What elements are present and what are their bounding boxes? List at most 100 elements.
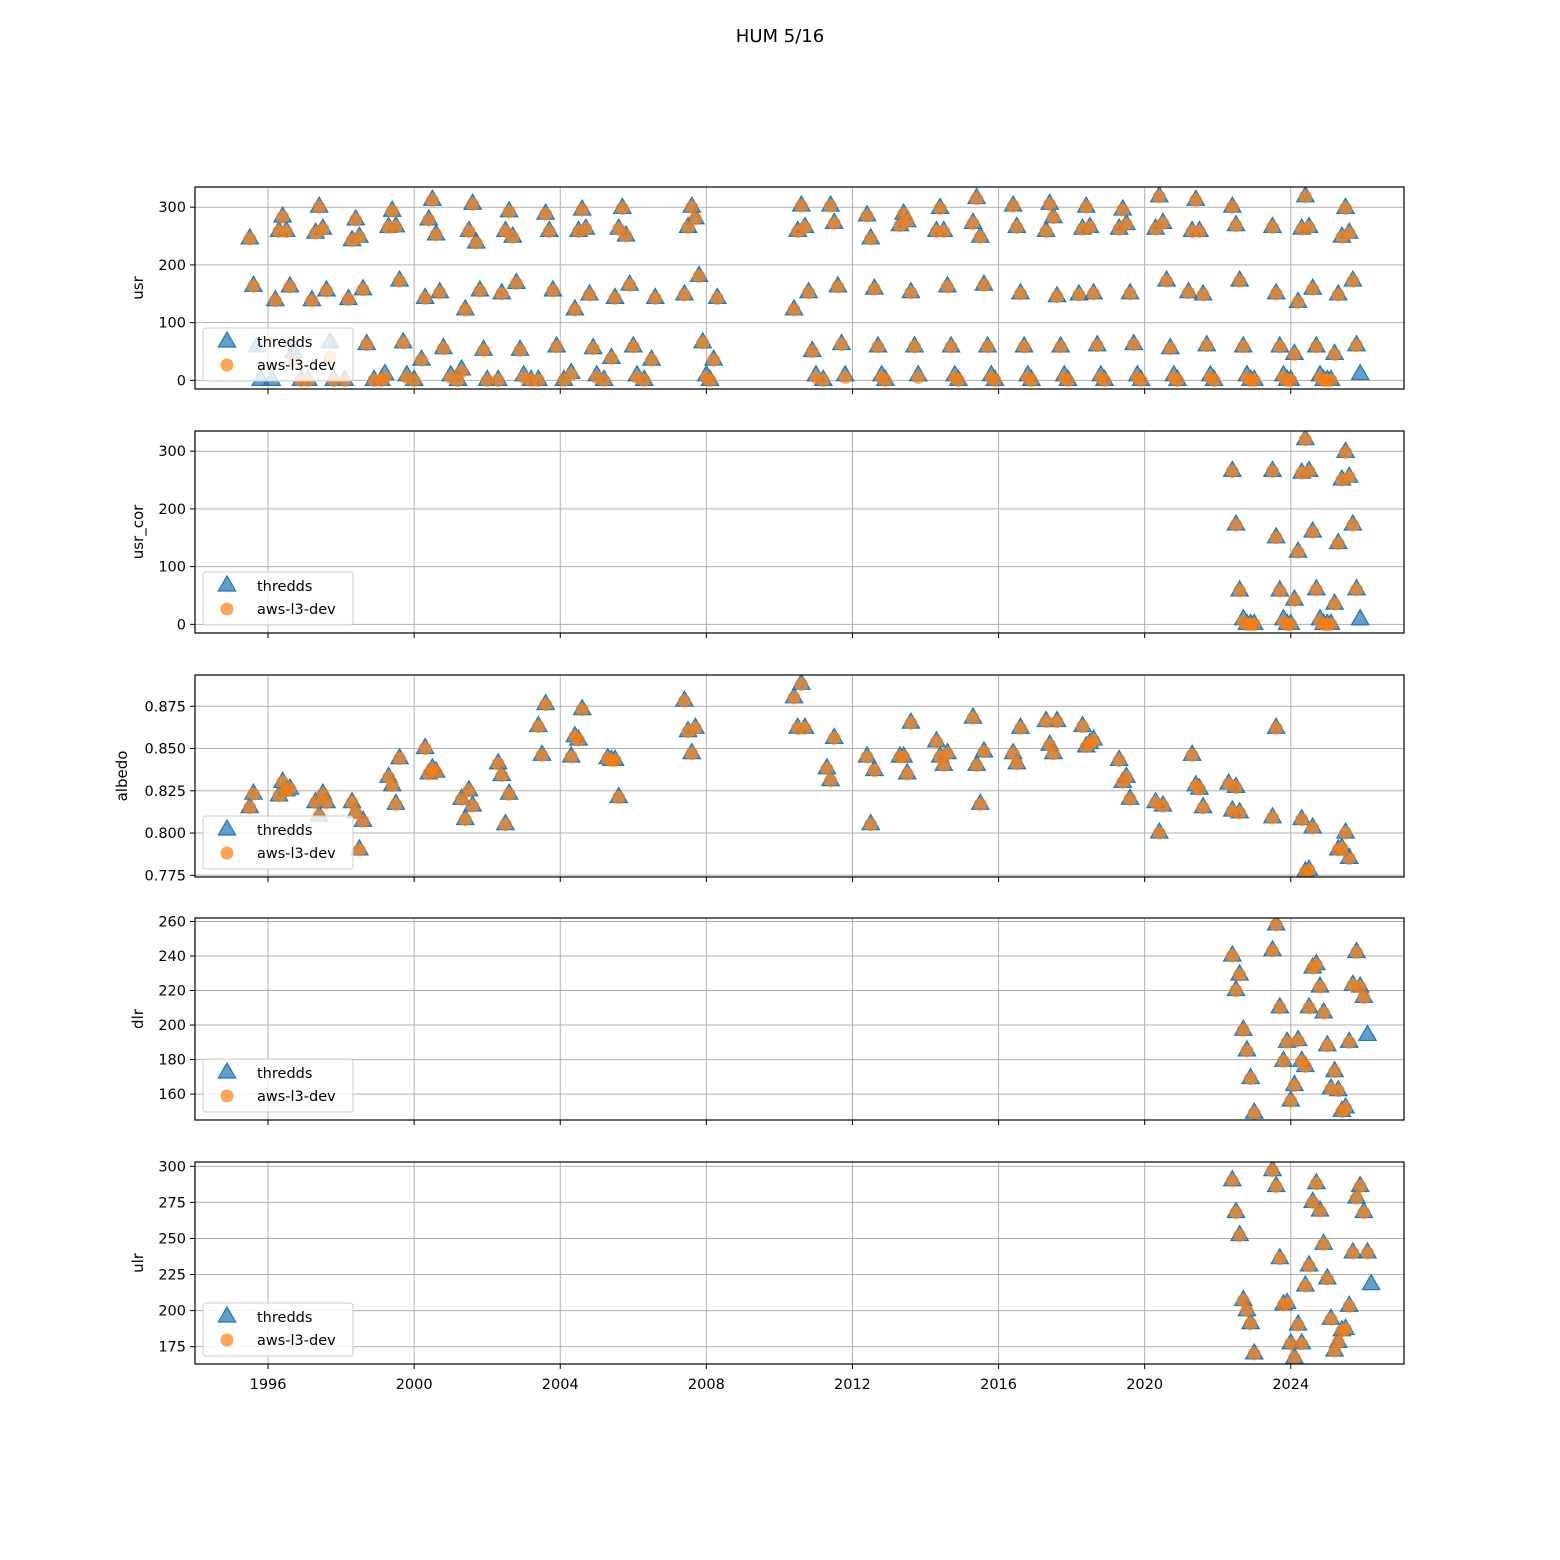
aws-l3-dev-point (1284, 1094, 1298, 1108)
aws-l3-dev-point (341, 293, 355, 307)
aws-l3-dev-point (1017, 340, 1031, 354)
aws-l3-dev-point (1054, 340, 1068, 354)
aws-l3-dev-point (1350, 946, 1364, 960)
aws-l3-dev-point (1233, 1229, 1247, 1243)
legend: thredds aws-l3-dev (202, 571, 354, 626)
axes-frame (194, 917, 1405, 1121)
aws-l3-dev-point (407, 373, 421, 387)
aws-l3-dev-point (1284, 617, 1298, 631)
aws-l3-dev-point (816, 373, 830, 387)
aws-l3-dev-point (1350, 339, 1364, 353)
aws-l3-dev-point (1229, 780, 1243, 794)
aws-l3-dev-point (860, 750, 874, 764)
legend-box (202, 1058, 354, 1113)
panel-usr: 0 100 200 300 usr thredds aws-l3-dev (129, 186, 1405, 394)
aws-l3-dev-point (1247, 373, 1261, 387)
aws-l3-dev-point (1331, 1084, 1345, 1098)
legend-aws-l3-dev-marker (220, 1333, 234, 1347)
x-tick-label: 2016 (980, 1377, 1017, 1393)
aws-l3-dev-point (1240, 1304, 1254, 1318)
aws-l3-dev-point (1357, 990, 1371, 1004)
aws-l3-dev-point (904, 286, 918, 300)
aws-l3-dev-point (279, 224, 293, 238)
y-tick-label: 300 (158, 200, 186, 216)
aws-l3-dev-point (970, 192, 984, 206)
aws-l3-dev-point (1207, 373, 1221, 387)
aws-l3-dev-point (1152, 826, 1166, 840)
aws-l3-dev-point (1353, 980, 1367, 994)
aws-l3-dev-point (604, 351, 618, 365)
aws-l3-dev-point (1083, 220, 1097, 234)
aws-l3-dev-point (1302, 1001, 1316, 1015)
aws-l3-dev-point (352, 230, 366, 244)
aws-l3-dev-point (316, 222, 330, 236)
legend: thredds aws-l3-dev (202, 1058, 354, 1113)
aws-l3-dev-point (455, 792, 469, 806)
aws-l3-dev-point (944, 340, 958, 354)
aws-l3-dev-point (422, 213, 436, 227)
aws-l3-dev-point (1309, 340, 1323, 354)
aws-l3-dev-point (623, 278, 637, 292)
aws-l3-dev-point (1331, 1335, 1345, 1349)
aws-l3-dev-point (897, 750, 911, 764)
aws-l3-dev-point (477, 343, 491, 357)
aws-l3-dev-point (1236, 1023, 1250, 1037)
aws-l3-dev-point (1225, 949, 1239, 963)
legend-box (202, 327, 354, 382)
aws-l3-dev-point (586, 342, 600, 356)
aws-l3-dev-point (612, 791, 626, 805)
aws-l3-dev-point (966, 216, 980, 230)
aws-l3-dev-point (1346, 518, 1360, 532)
aws-l3-dev-point (1247, 1106, 1261, 1120)
grid-lines (195, 1162, 1404, 1364)
aws-l3-dev-point (1233, 274, 1247, 288)
y-tick-label: 300 (158, 1159, 186, 1175)
aws-l3-dev-point (462, 784, 476, 798)
aws-l3-dev-point (1046, 747, 1060, 761)
aws-l3-dev-point (1046, 211, 1060, 225)
aws-l3-dev-point (1050, 714, 1064, 728)
y-tick-label: 200 (158, 1304, 186, 1320)
aws-l3-dev-point (458, 813, 472, 827)
aws-l3-dev-point (937, 758, 951, 772)
y-tick-label: 225 (158, 1268, 186, 1284)
y-tick-label: 100 (158, 560, 186, 576)
aws-l3-dev-point (480, 373, 494, 387)
aws-l3-dev-point (940, 747, 954, 761)
y-axis-label: ulr (129, 1252, 147, 1273)
aws-l3-dev-point (1302, 863, 1316, 877)
aws-l3-dev-point (1013, 721, 1027, 735)
aws-l3-dev-point (1284, 1337, 1298, 1351)
aws-l3-dev-point (1306, 821, 1320, 835)
aws-l3-dev-point (1189, 193, 1203, 207)
aws-l3-dev-point (820, 762, 834, 776)
aws-l3-dev-point (867, 764, 881, 778)
aws-l3-dev-point (933, 201, 947, 215)
aws-l3-dev-point (539, 698, 553, 712)
aws-l3-dev-point (1247, 617, 1261, 631)
aws-l3-dev-point (1306, 282, 1320, 296)
aws-l3-dev-point (1298, 190, 1312, 204)
aws-l3-dev-point (1342, 1035, 1356, 1049)
y-tick-label: 250 (158, 1231, 186, 1247)
thredds-point (1361, 1273, 1381, 1291)
legend-aws-l3-dev-marker (220, 1089, 234, 1103)
legend-aws-l3-dev-label: aws-l3-dev (257, 602, 336, 618)
aws-l3-dev-point (1339, 445, 1353, 459)
aws-l3-dev-point (509, 276, 523, 290)
aws-l3-dev-point (246, 279, 260, 293)
aws-l3-dev-point (1192, 782, 1206, 796)
aws-l3-dev-point (393, 752, 407, 766)
aws-l3-dev-point (1339, 1101, 1353, 1115)
axes-frame (194, 1161, 1405, 1365)
aws-l3-dev-point (1043, 197, 1057, 211)
aws-l3-dev-point (1039, 714, 1053, 728)
y-tick-label: 300 (158, 444, 186, 460)
axes-frame (194, 430, 1405, 634)
aws-l3-dev-point (1298, 1279, 1312, 1293)
aws-l3-dev-point (502, 205, 516, 219)
y-tick-label: 220 (158, 984, 186, 1000)
aws-l3-dev-point (1273, 584, 1287, 598)
x-tick-label: 2000 (396, 1377, 433, 1393)
aws-l3-dev-point (473, 284, 487, 298)
